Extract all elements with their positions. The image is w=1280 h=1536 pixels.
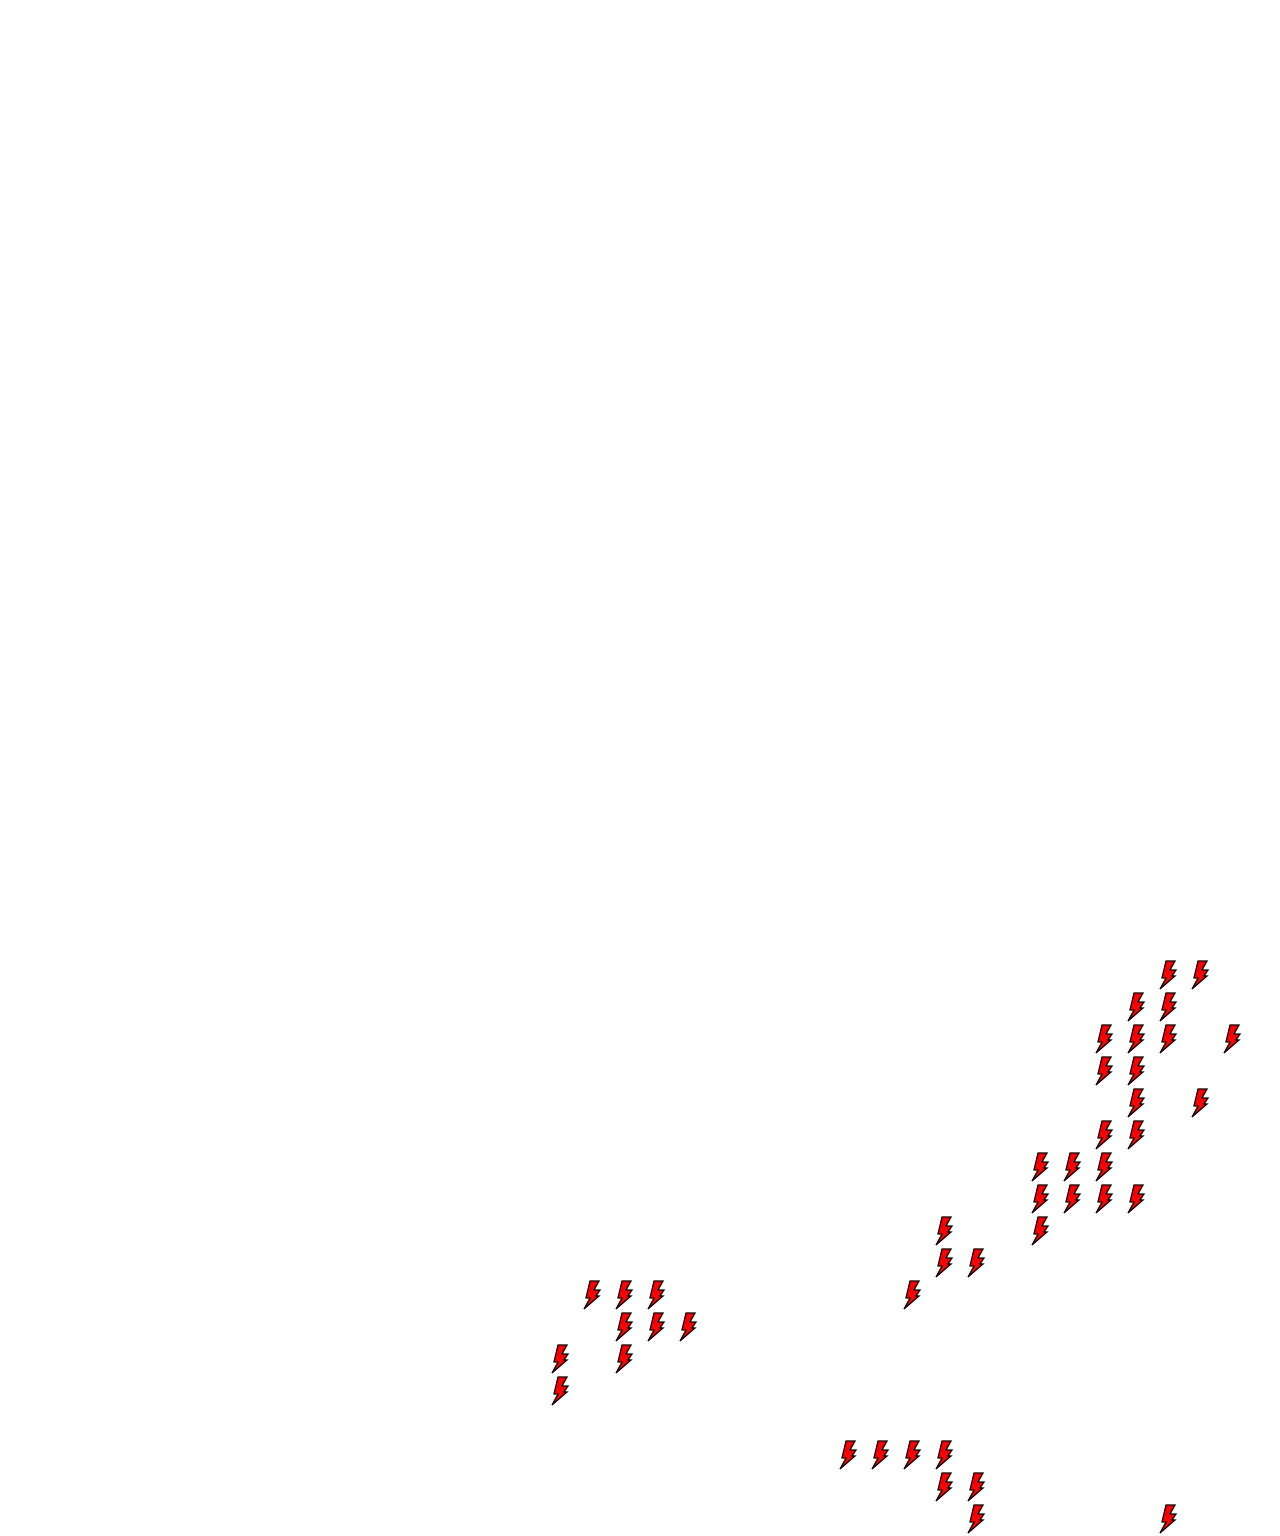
lightning-bolt-icon[interactable] bbox=[1222, 1024, 1242, 1054]
lightning-bolt-icon[interactable] bbox=[902, 1280, 922, 1310]
lightning-bolt-icon[interactable] bbox=[1126, 1056, 1146, 1086]
lightning-bolt-icon[interactable] bbox=[1030, 1216, 1050, 1246]
lightning-bolt-icon[interactable] bbox=[1158, 960, 1178, 990]
lightning-bolt-icon[interactable] bbox=[1094, 1024, 1114, 1054]
lightning-bolt-icon[interactable] bbox=[646, 1312, 666, 1342]
lightning-bolt-icon[interactable] bbox=[1126, 1024, 1146, 1054]
lightning-bolt-icon[interactable] bbox=[1094, 1184, 1114, 1214]
lightning-bolt-icon[interactable] bbox=[1062, 1184, 1082, 1214]
lightning-bolt-icon[interactable] bbox=[934, 1472, 954, 1502]
lightning-bolt-icon[interactable] bbox=[1094, 1120, 1114, 1150]
lightning-bolt-icon[interactable] bbox=[614, 1312, 634, 1342]
lightning-bolt-icon[interactable] bbox=[646, 1280, 666, 1310]
lightning-bolt-icon[interactable] bbox=[1126, 1120, 1146, 1150]
lightning-bolt-icon[interactable] bbox=[870, 1440, 890, 1470]
lightning-bolt-icon[interactable] bbox=[1190, 960, 1210, 990]
lightning-bolt-icon[interactable] bbox=[1094, 1056, 1114, 1086]
lightning-bolt-icon[interactable] bbox=[1158, 1504, 1178, 1534]
lightning-bolt-icon[interactable] bbox=[1126, 1088, 1146, 1118]
lightning-bolt-icon[interactable] bbox=[1062, 1152, 1082, 1182]
lightning-bolt-icon[interactable] bbox=[1094, 1152, 1114, 1182]
lightning-bolt-icon[interactable] bbox=[838, 1440, 858, 1470]
lightning-bolt-icon[interactable] bbox=[902, 1440, 922, 1470]
lightning-bolt-icon[interactable] bbox=[966, 1248, 986, 1278]
lightning-bolt-icon[interactable] bbox=[1126, 992, 1146, 1022]
lightning-bolt-icon[interactable] bbox=[966, 1472, 986, 1502]
lightning-bolt-icon[interactable] bbox=[614, 1344, 634, 1374]
lightning-bolt-icon[interactable] bbox=[1158, 992, 1178, 1022]
lightning-bolt-icon[interactable] bbox=[582, 1280, 602, 1310]
lightning-bolt-icon[interactable] bbox=[678, 1312, 698, 1342]
lightning-bolt-icon[interactable] bbox=[550, 1344, 570, 1374]
lightning-bolt-icon[interactable] bbox=[934, 1248, 954, 1278]
lightning-bolt-icon[interactable] bbox=[1158, 1024, 1178, 1054]
lightning-bolt-icon[interactable] bbox=[966, 1504, 986, 1534]
lightning-bolt-icon[interactable] bbox=[1126, 1184, 1146, 1214]
lightning-bolt-icon[interactable] bbox=[1030, 1184, 1050, 1214]
lightning-bolt-icon[interactable] bbox=[1190, 1088, 1210, 1118]
lightning-bolt-icon[interactable] bbox=[934, 1216, 954, 1246]
lightning-bolt-icon[interactable] bbox=[934, 1440, 954, 1470]
lightning-bolt-icon[interactable] bbox=[1030, 1152, 1050, 1182]
lightning-bolt-icon[interactable] bbox=[614, 1280, 634, 1310]
lightning-bolt-icon[interactable] bbox=[550, 1376, 570, 1406]
